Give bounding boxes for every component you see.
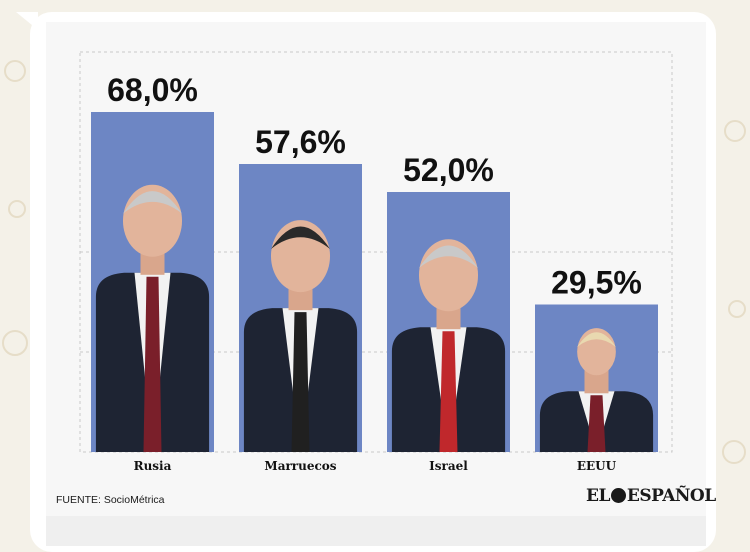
value-label: 57,6%: [255, 124, 346, 160]
category-label: Marruecos: [264, 459, 336, 473]
value-label: 29,5%: [551, 265, 642, 301]
lion-icon: [610, 488, 626, 503]
hair-shape: [418, 245, 479, 268]
background-doodle: [724, 120, 746, 142]
background-doodle: [8, 200, 26, 218]
hair-shape: [270, 226, 331, 249]
category-label: Israel: [429, 459, 468, 473]
logo-text-el: EL: [586, 486, 610, 506]
tie-shape: [143, 276, 162, 452]
tie-shape: [439, 331, 458, 452]
tie-shape: [587, 395, 606, 452]
background-doodle: [722, 440, 746, 464]
bar-rusia: [91, 112, 214, 452]
background-doodle: [2, 330, 28, 356]
bar-chart: 68,0% Rusia 57,6% Marruecos 52,0% Israel 29,5%…: [79, 51, 673, 473]
bar-eeuu: [535, 304, 658, 452]
source-caption: FUENTE: SocioMétrica: [56, 494, 165, 506]
neck-shape: [140, 250, 165, 275]
value-label: 68,0%: [107, 72, 198, 108]
tie-shape: [291, 312, 310, 452]
category-label: Rusia: [134, 459, 172, 473]
logo-text-espanol: ESPAÑOL: [626, 486, 716, 506]
hair-shape: [122, 191, 183, 214]
category-label: EEUU: [577, 459, 617, 473]
background-doodle: [4, 60, 26, 82]
bar-israel: [387, 192, 510, 452]
labels: 68,0% Rusia 57,6% Marruecos 52,0% Israel 29,5%…: [107, 72, 642, 473]
bars: [91, 112, 658, 452]
hair-shape: [577, 332, 616, 347]
background-doodle: [728, 300, 746, 318]
bar-marruecos: [239, 164, 362, 452]
value-label: 52,0%: [403, 152, 494, 188]
el-espanol-logo: EL ESPAÑOL: [586, 486, 716, 506]
